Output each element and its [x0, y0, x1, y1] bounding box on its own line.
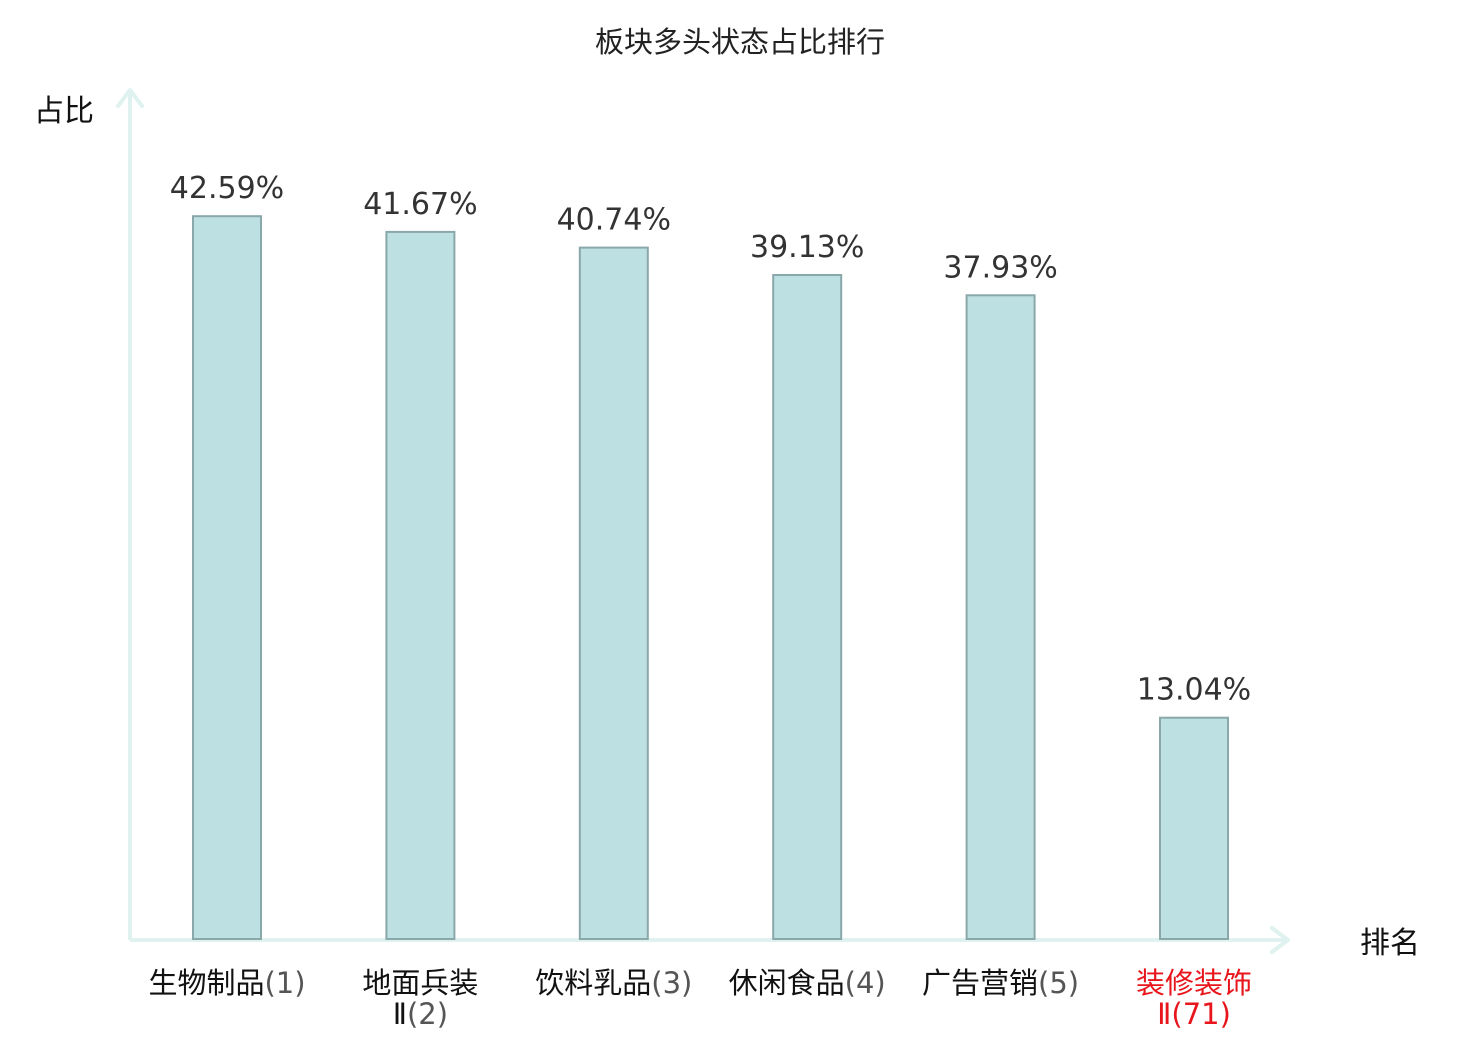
value-label-2: 41.67%: [363, 187, 477, 222]
category-name-line: 生物制品: [148, 966, 264, 1000]
bar-3: [578, 246, 649, 941]
axes: [116, 88, 1290, 954]
category-label-4: 休闲食品(4): [729, 966, 886, 1000]
category-label-6: 装修装饰 Ⅱ(71): [1136, 966, 1252, 1031]
y-axis-arrow-icon: [116, 88, 144, 108]
category-rank: (3): [651, 966, 692, 1000]
category-name-line: 地面兵装: [362, 966, 478, 1000]
value-labels-group: 42.59% 41.67% 40.74% 39.13% 37.93% 13.04%: [170, 171, 1251, 708]
value-label-1: 42.59%: [170, 171, 284, 206]
category-name-line: Ⅱ: [393, 997, 407, 1031]
bars-group: [192, 215, 1229, 941]
category-label-2: 地面兵装 Ⅱ(2): [362, 966, 478, 1031]
value-label-6: 13.04%: [1137, 673, 1251, 708]
value-label-3: 40.74%: [557, 203, 671, 238]
bar-2: [385, 230, 456, 940]
category-rank: (2): [407, 997, 448, 1031]
bar-4: [772, 274, 843, 940]
category-label-1: 生物制品(1): [148, 966, 305, 1000]
category-name-line: 广告营销: [922, 966, 1038, 1000]
x-axis-arrow-icon: [1270, 926, 1290, 954]
chart-title: 板块多头状态占比排行: [595, 25, 885, 59]
category-label-5: 广告营销(5): [922, 966, 1079, 1000]
y-axis-label: 占比: [34, 94, 94, 129]
category-name-line: 饮料乳品: [535, 966, 651, 1000]
category-name-line: 装修装饰: [1136, 966, 1252, 1000]
category-rank: (1): [264, 966, 305, 1000]
value-label-4: 39.13%: [750, 230, 864, 265]
category-rank: (5): [1038, 966, 1079, 1000]
value-label-5: 37.93%: [943, 250, 1057, 285]
category-label-3: 饮料乳品(3): [535, 966, 692, 1000]
category-labels-group: 生物制品(1) 地面兵装 Ⅱ(2)饮料乳品(3) 休闲食品(4) 广告营销(5) 装修装饰…: [148, 966, 1252, 1031]
bar-5: [965, 294, 1036, 940]
category-rank: (4): [845, 966, 886, 1000]
category-name-line: 休闲食品: [729, 966, 845, 1000]
x-axis-label: 排名: [1360, 926, 1420, 961]
bar-1: [192, 215, 262, 940]
category-rank: (71): [1171, 997, 1231, 1031]
bar-6: [1159, 716, 1229, 941]
category-name-line: Ⅱ: [1157, 997, 1171, 1031]
